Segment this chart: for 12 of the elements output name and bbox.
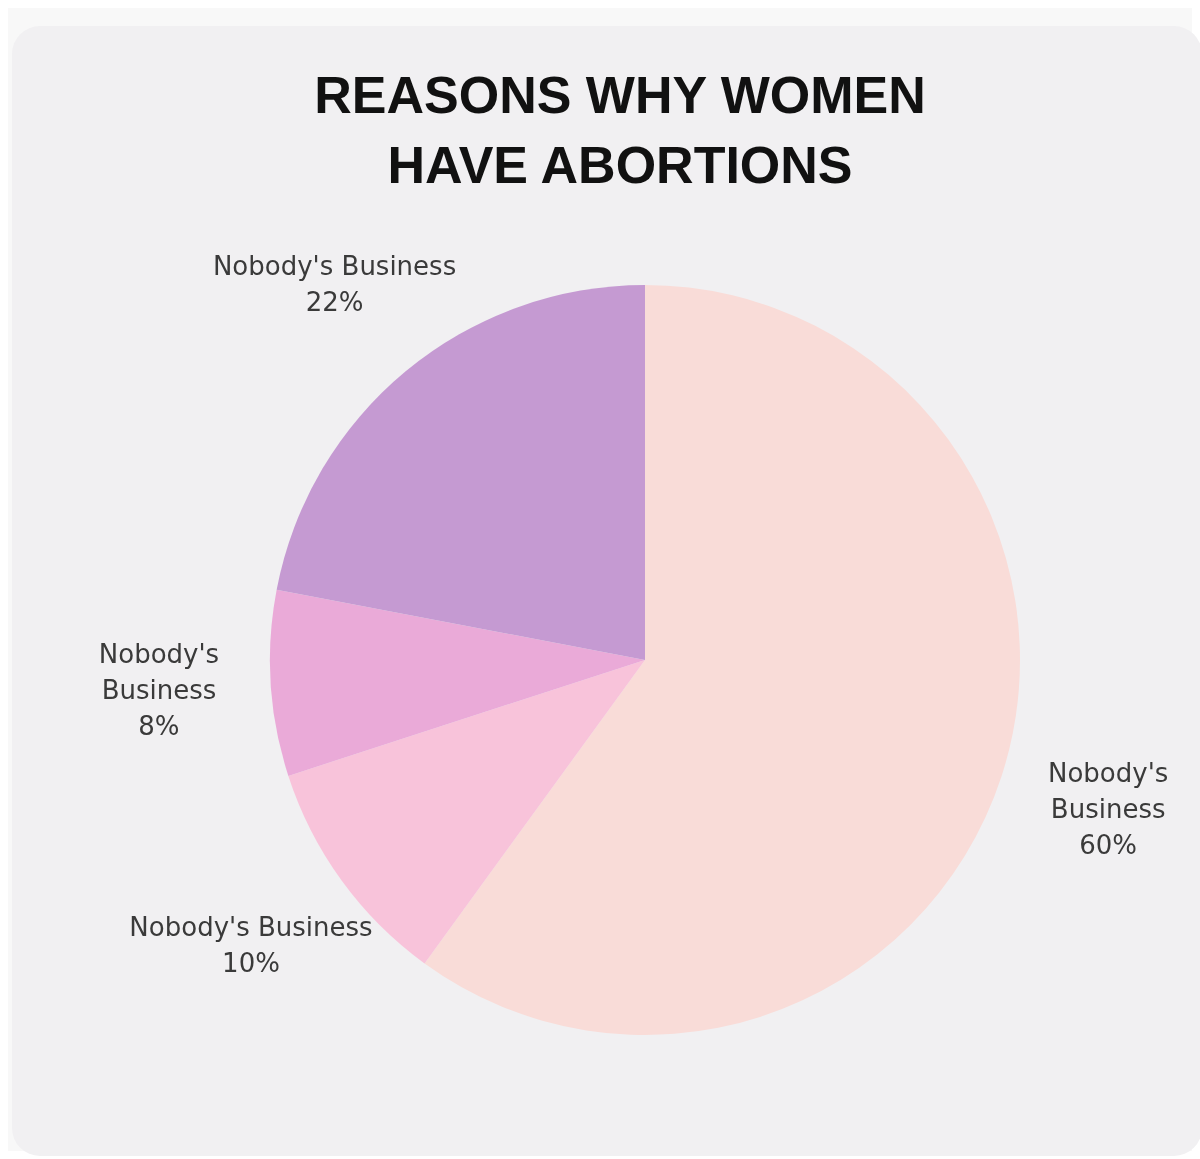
pie-slice xyxy=(276,285,645,660)
data-label: 22% xyxy=(305,286,364,317)
slice-label: Nobody's Business xyxy=(98,638,220,705)
pie-slice xyxy=(424,285,1020,1035)
slice-label: Nobody's Business xyxy=(129,911,373,942)
data-label: 8% xyxy=(138,710,180,741)
chart-title: REASONS WHY WOMEN HAVE ABORTIONS xyxy=(313,65,927,196)
pie-slice xyxy=(270,589,645,776)
slice-label: Nobody's Business xyxy=(1047,757,1169,824)
data-label: 10% xyxy=(222,947,280,978)
slice-label: Nobody's Business xyxy=(212,250,457,281)
data-label: 60% xyxy=(1079,829,1138,860)
